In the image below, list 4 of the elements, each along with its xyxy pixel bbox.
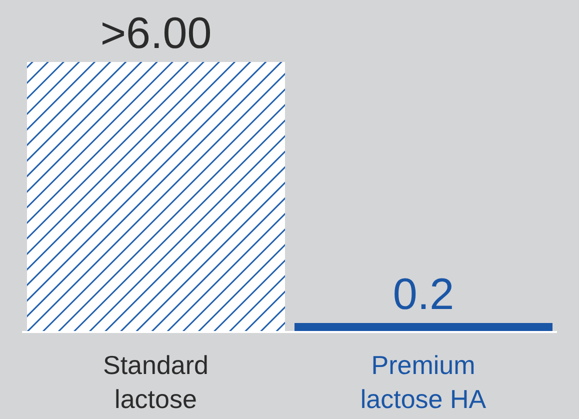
data-label: 0.2 [392, 270, 454, 319]
x-tick-label: Standard lactose [102, 350, 209, 414]
x-tick-label: Premium lactose HA [360, 350, 487, 414]
data-label: >6.00 [100, 9, 212, 58]
